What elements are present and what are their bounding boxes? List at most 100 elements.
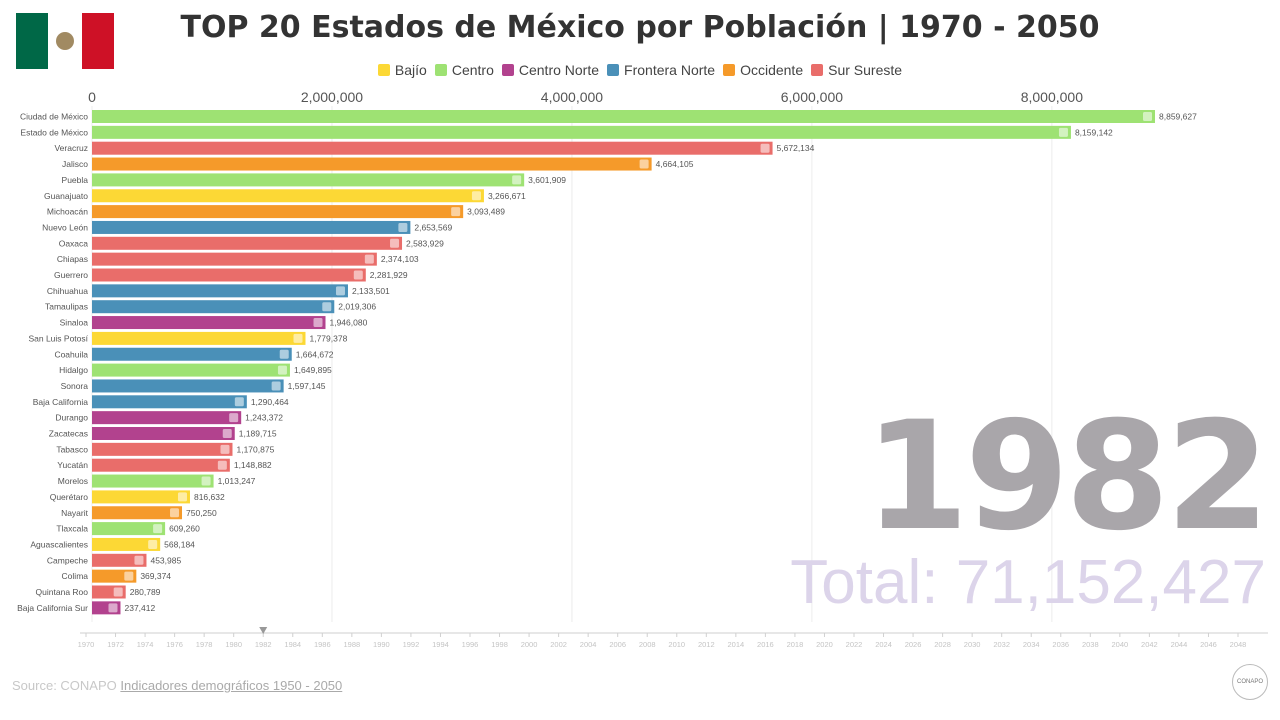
state-shield-icon [1143, 112, 1152, 121]
bar [92, 379, 284, 393]
bar [92, 395, 247, 409]
state-shield-icon [313, 318, 323, 328]
timeline-tick-label: 2004 [580, 640, 597, 649]
category-label: Nuevo León [42, 222, 88, 232]
source-link[interactable]: Indicadores demográficos 1950 - 2050 [120, 678, 343, 693]
bar [92, 490, 190, 504]
category-label: Sonora [61, 381, 89, 391]
conapo-logo: CONAPO [1232, 664, 1268, 700]
bar [92, 110, 1155, 123]
category-label: Puebla [62, 175, 89, 185]
legend-item: Frontera Norte [607, 62, 715, 78]
timeline-tick-label: 1988 [344, 640, 361, 649]
timeline-tick-label: 1998 [491, 640, 508, 649]
value-label: 2,653,569 [414, 222, 452, 232]
legend-swatch [723, 64, 736, 76]
timeline-tick-label: 1978 [196, 640, 213, 649]
bar [92, 205, 464, 219]
legend-label: Centro [451, 62, 494, 78]
category-label: Tlaxcala [56, 524, 88, 534]
state-shield-icon [177, 492, 187, 502]
bar [92, 189, 484, 203]
timeline-tick-label: 2016 [757, 640, 774, 649]
bar [92, 268, 366, 282]
value-label: 2,583,929 [406, 238, 444, 248]
value-label: 1,148,882 [234, 460, 272, 470]
timeline-tick-label: 1996 [462, 640, 479, 649]
bar [92, 316, 326, 330]
state-shield-icon [471, 191, 481, 201]
bar [92, 141, 773, 155]
timeline-tick-label: 2014 [728, 640, 745, 649]
legend-item: Centro Norte [501, 62, 599, 78]
state-shield-icon [134, 555, 144, 565]
bar [92, 411, 242, 425]
category-label: Veracruz [54, 143, 88, 153]
category-label: Jalisco [62, 159, 88, 169]
bar [92, 506, 183, 520]
category-label: Michoacán [47, 207, 88, 217]
bar [92, 427, 235, 440]
timeline-tick-label: 1990 [373, 640, 390, 649]
value-label: 568,184 [164, 539, 195, 549]
timeline-tick-label: 1982 [255, 640, 272, 649]
legend-item: Centro [434, 62, 494, 78]
legend-label: Bajío [394, 62, 427, 78]
x-tick-label: 8,000,000 [1021, 89, 1083, 105]
bar [92, 300, 335, 314]
chart-title: TOP 20 Estados de México por Población |… [180, 10, 1100, 45]
category-label: Aguascalientes [30, 539, 88, 549]
state-shield-icon [760, 143, 770, 153]
value-label: 816,632 [194, 492, 225, 502]
state-shield-icon [108, 603, 118, 613]
state-shield-icon [322, 302, 332, 312]
legend-swatch [434, 64, 447, 76]
bar [92, 537, 161, 551]
timeline-tick-label: 1992 [403, 640, 420, 649]
category-label: Guerrero [54, 270, 88, 280]
timeline-tick-label: 2046 [1200, 640, 1217, 649]
state-shield-icon [113, 587, 123, 597]
value-label: 1,649,895 [294, 365, 332, 375]
category-label: San Luis Potosí [28, 333, 88, 343]
state-shield-icon [1058, 127, 1068, 137]
state-shield-icon [451, 207, 461, 217]
value-label: 3,093,489 [467, 207, 505, 217]
state-shield-icon [217, 460, 227, 470]
value-label: 1,779,378 [309, 333, 347, 343]
timeline-tick-label: 2008 [639, 640, 656, 649]
value-label: 2,281,929 [370, 270, 408, 280]
category-label: Tabasco [56, 444, 88, 454]
timeline-tick-label: 2040 [1112, 640, 1129, 649]
state-shield-icon [293, 333, 303, 343]
timeline-tick-label: 1974 [137, 640, 154, 649]
category-label: Querétaro [50, 492, 89, 502]
legend-label: Sur Sureste [828, 62, 903, 78]
category-label: Guanajuato [44, 191, 88, 201]
value-label: 1,664,672 [296, 349, 334, 359]
x-tick-label: 4,000,000 [541, 89, 603, 105]
category-label: Estado de México [20, 127, 88, 137]
bar [92, 173, 525, 187]
state-shield-icon [148, 539, 158, 549]
timeline-tick-label: 2028 [934, 640, 951, 649]
timeline-tick-label: 1972 [107, 640, 124, 649]
category-label: Quintana Roo [36, 587, 89, 597]
timeline-tick-label: 2026 [905, 640, 922, 649]
value-label: 453,985 [150, 555, 181, 565]
state-shield-icon [124, 571, 134, 581]
value-label: 1,243,372 [245, 413, 283, 423]
timeline-tick-label: 2006 [609, 640, 626, 649]
mexico-flag-icon [16, 13, 114, 69]
value-label: 1,946,080 [329, 318, 367, 328]
timeline-tick-label: 2020 [816, 640, 833, 649]
state-shield-icon [390, 238, 400, 248]
value-label: 1,290,464 [251, 397, 289, 407]
state-shield-icon [353, 270, 363, 280]
legend-swatch [501, 64, 514, 76]
timeline-tick-label: 1976 [166, 640, 183, 649]
timeline-tick-label: 2032 [993, 640, 1010, 649]
legend-item: Occidente [723, 62, 803, 78]
state-shield-icon [639, 159, 649, 169]
timeline-tick-label: 2042 [1141, 640, 1158, 649]
